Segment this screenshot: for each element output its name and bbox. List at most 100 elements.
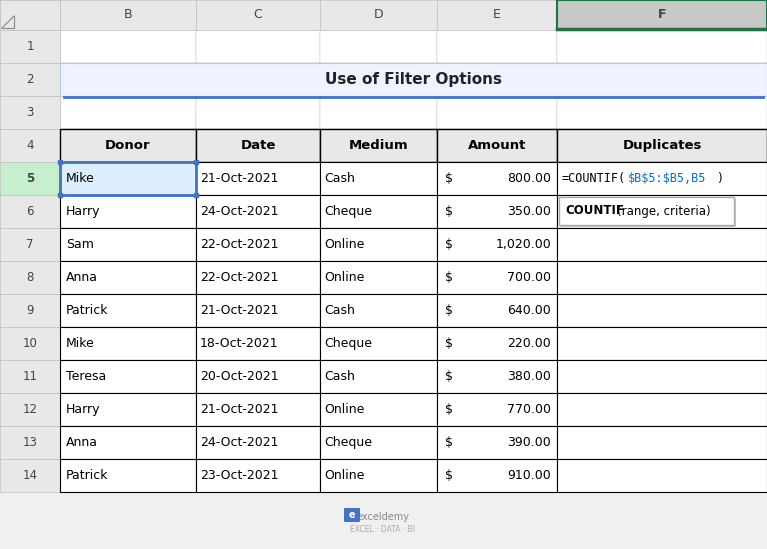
Text: F: F (658, 8, 667, 21)
Text: Patrick: Patrick (66, 469, 108, 482)
Bar (557, 294, 767, 327)
Bar (437, 30, 557, 63)
Bar (320, 228, 437, 261)
Bar (60, 327, 196, 360)
Text: D: D (374, 8, 384, 21)
Text: B: B (123, 8, 133, 21)
Bar (557, 30, 767, 63)
Text: Online: Online (324, 238, 364, 251)
Text: C: C (254, 8, 262, 21)
Bar (320, 261, 437, 294)
Bar (437, 459, 557, 492)
Bar (320, 426, 437, 459)
Bar (557, 459, 767, 492)
Text: 2: 2 (26, 73, 34, 86)
Bar (437, 162, 557, 195)
Text: e: e (349, 510, 355, 520)
Bar (60, 63, 767, 96)
Text: 11: 11 (22, 370, 38, 383)
Bar (437, 360, 557, 393)
Text: 1,020.00: 1,020.00 (495, 238, 551, 251)
Text: $: $ (445, 238, 453, 251)
Text: Teresa: Teresa (66, 370, 107, 383)
Bar (437, 96, 557, 129)
Bar (196, 30, 320, 63)
Bar (557, 393, 767, 426)
Bar (60, 261, 196, 294)
Text: $: $ (445, 370, 453, 383)
Bar (320, 129, 437, 162)
Text: 24-Oct-2021: 24-Oct-2021 (200, 436, 278, 449)
Text: Medium: Medium (349, 139, 408, 152)
Bar (437, 0, 557, 30)
Bar (60, 228, 196, 261)
Bar (60, 195, 196, 228)
Bar (557, 63, 767, 96)
Bar (60, 426, 196, 459)
Text: A: A (26, 8, 35, 21)
Text: Online: Online (324, 469, 364, 482)
Bar (437, 294, 557, 327)
Text: 12: 12 (22, 403, 38, 416)
Bar (557, 294, 767, 327)
Bar (437, 63, 557, 96)
Text: Use of Filter Options: Use of Filter Options (325, 72, 502, 87)
Bar (437, 195, 557, 228)
Bar (320, 393, 437, 426)
Bar (437, 261, 557, 294)
Bar (196, 162, 320, 195)
Bar (561, 199, 736, 227)
Bar (60, 459, 196, 492)
Bar (196, 63, 320, 96)
Bar (320, 162, 437, 195)
Text: 18-Oct-2021: 18-Oct-2021 (200, 337, 278, 350)
Text: 220.00: 220.00 (507, 337, 551, 350)
Bar (557, 426, 767, 459)
Text: 3: 3 (26, 106, 34, 119)
Text: $: $ (445, 304, 453, 317)
Bar (557, 228, 767, 261)
Bar (320, 228, 437, 261)
Bar (196, 294, 320, 327)
Text: 21-Oct-2021: 21-Oct-2021 (200, 172, 278, 185)
Bar (0, 426, 60, 459)
Bar (437, 327, 557, 360)
Bar (0, 63, 60, 96)
Text: Cash: Cash (324, 172, 355, 185)
Text: Amount: Amount (468, 139, 526, 152)
Bar (320, 459, 437, 492)
Text: Harry: Harry (66, 403, 100, 416)
Text: 21-Oct-2021: 21-Oct-2021 (200, 403, 278, 416)
Bar (0, 129, 60, 162)
Bar (60, 426, 196, 459)
Bar (557, 426, 767, 459)
Bar (60, 162, 196, 195)
Text: Donor: Donor (105, 139, 151, 152)
Bar (557, 360, 767, 393)
Bar (557, 195, 767, 228)
Bar (0, 195, 60, 228)
Bar (320, 294, 437, 327)
Bar (60, 294, 196, 327)
Bar (320, 261, 437, 294)
Bar (60, 459, 196, 492)
Text: 8: 8 (26, 271, 34, 284)
Bar (320, 360, 437, 393)
Text: 700.00: 700.00 (507, 271, 551, 284)
Text: $: $ (445, 469, 453, 482)
Bar (557, 162, 767, 195)
Bar (196, 294, 320, 327)
Bar (557, 129, 767, 162)
Text: 14: 14 (22, 469, 38, 482)
Bar (437, 261, 557, 294)
Text: 24-Oct-2021: 24-Oct-2021 (200, 205, 278, 218)
Bar (60, 228, 196, 261)
Bar (320, 360, 437, 393)
Bar (196, 162, 320, 195)
Bar (320, 294, 437, 327)
Bar (0, 360, 60, 393)
Bar (60, 195, 196, 228)
Bar (437, 129, 557, 162)
Bar (196, 129, 320, 162)
Bar (60, 393, 196, 426)
